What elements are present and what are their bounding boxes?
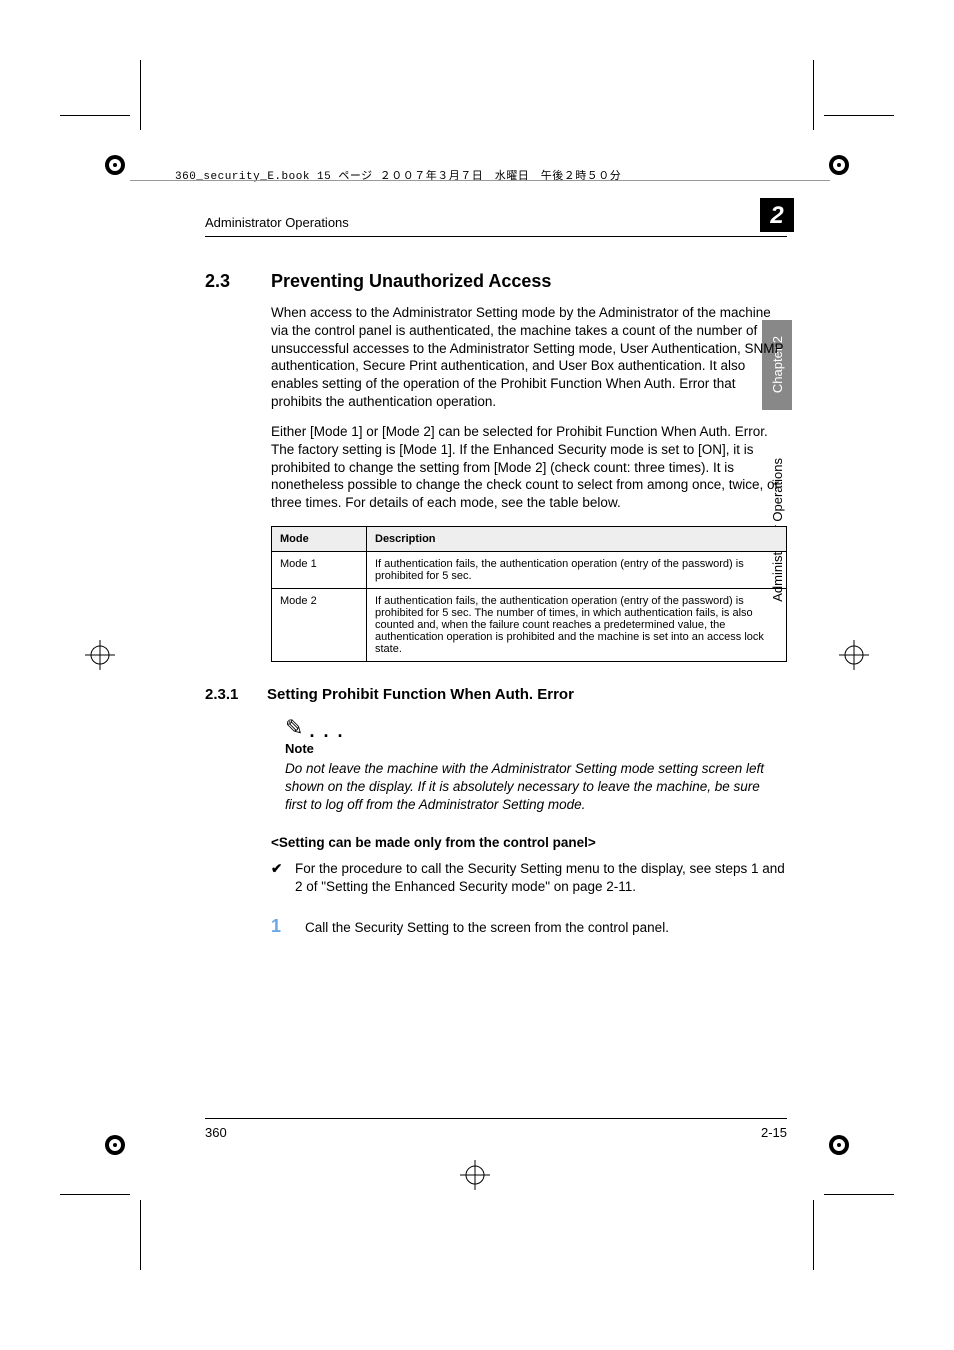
crop-mark [824,115,894,116]
subsection-title: Setting Prohibit Function When Auth. Err… [267,686,574,703]
reg-mark-icon [824,150,854,180]
table-cell-mode: Mode 2 [272,588,367,661]
step-item: 1 Call the Security Setting to the scree… [271,916,795,937]
note-icon: ✎ [285,717,303,739]
table-head-row: Mode Description [272,526,787,551]
reg-mark-icon [85,640,115,670]
note-block: ✎ . . . Note Do not leave the machine wi… [285,717,795,813]
crop-mark [60,115,130,116]
running-head: Administrator Operations [205,215,795,230]
content-area: Administrator Operations 2.3 Preventing … [205,215,795,937]
section-title: Preventing Unauthorized Access [271,271,551,292]
checkmark-icon: ✔ [271,860,285,896]
head-rule [205,236,787,237]
table-header: Description [367,526,787,551]
table-cell-desc: If authentication fails, the authenticat… [367,551,787,588]
table-header: Mode [272,526,367,551]
subsection-number: 2.3.1 [205,686,253,703]
footer-right: 2-15 [761,1125,787,1140]
reg-mark-icon [460,1160,490,1190]
crop-mark [813,60,814,130]
note-icon-row: ✎ . . . [285,717,795,739]
section-heading: 2.3 Preventing Unauthorized Access [205,271,795,292]
crop-mark [140,60,141,130]
inline-heading: <Setting can be made only from the contr… [271,835,795,850]
crop-mark [140,1200,141,1270]
body-paragraph: When access to the Administrator Setting… [271,304,786,411]
bullet-text: For the procedure to call the Security S… [295,860,787,896]
bullet-item: ✔ For the procedure to call the Security… [271,860,787,896]
body-paragraph: Either [Mode 1] or [Mode 2] can be selec… [271,423,786,512]
step-text: Call the Security Setting to the screen … [305,920,795,935]
table-row: Mode 1 If authentication fails, the auth… [272,551,787,588]
crop-mark [60,1194,130,1195]
note-text: Do not leave the machine with the Admini… [285,760,785,813]
reg-mark-icon [100,1130,130,1160]
note-dots-icon: . . . [309,725,344,739]
table-cell-desc: If authentication fails, the authenticat… [367,588,787,661]
crop-mark [824,1194,894,1195]
reg-mark-icon [100,150,130,180]
page: 360_security_E.book 15 ページ ２００７年３月７日 水曜日… [0,0,954,1350]
section-number: 2.3 [205,271,253,292]
subsection-heading: 2.3.1 Setting Prohibit Function When Aut… [205,686,795,703]
page-footer: 360 2-15 [205,1118,787,1140]
table-cell-mode: Mode 1 [272,551,367,588]
crop-mark [813,1200,814,1270]
reg-mark-icon [839,640,869,670]
footer-left: 360 [205,1125,227,1140]
step-number: 1 [271,916,287,937]
table-row: Mode 2 If authentication fails, the auth… [272,588,787,661]
reg-mark-icon [824,1130,854,1160]
mode-table: Mode Description Mode 1 If authenticatio… [271,526,787,662]
note-label: Note [285,741,795,756]
header-rule [130,180,830,181]
